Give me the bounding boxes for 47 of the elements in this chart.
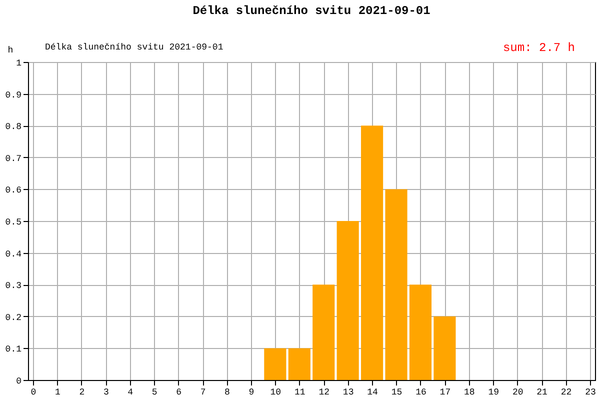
x-tick-label: 12 xyxy=(318,388,330,398)
x-tick-label: 19 xyxy=(488,388,500,398)
y-tick-label: 0.9 xyxy=(5,90,22,100)
x-tick-label: 3 xyxy=(103,388,109,398)
bar xyxy=(312,284,335,380)
x-tick-label: 11 xyxy=(294,388,306,398)
bar xyxy=(264,348,286,380)
x-tick-label: 20 xyxy=(512,388,524,398)
y-tick-label: 0.1 xyxy=(5,344,22,355)
y-tick-label: 0.3 xyxy=(5,281,22,292)
y-tick-label: 0.7 xyxy=(5,154,22,164)
x-tick-label: 1 xyxy=(55,388,60,398)
text: Délka slunečního svitu 2021-09-01 xyxy=(45,42,224,52)
y-axis-title: h xyxy=(8,46,14,56)
bar xyxy=(385,189,408,380)
chart-title: Délka slunečního svitu 2021-09-01 xyxy=(192,4,430,18)
x-tick-label: 14 xyxy=(367,388,378,398)
x-tick-label: 5 xyxy=(152,388,158,398)
x-tick-label: 0 xyxy=(30,388,36,398)
x-tick-label: 6 xyxy=(176,388,182,398)
y-tick-label: 0.6 xyxy=(5,186,22,196)
y-tick-label: 0.8 xyxy=(5,122,22,132)
y-tick-label: 0.4 xyxy=(5,249,22,260)
y-tick-label: 0.5 xyxy=(5,218,22,228)
bar xyxy=(336,221,359,380)
x-tick-label: 16 xyxy=(416,388,426,398)
bar xyxy=(409,284,432,380)
x-tick-label: 8 xyxy=(224,388,230,398)
x-tick-label: 22 xyxy=(560,388,572,398)
x-tick-label: 18 xyxy=(464,388,475,398)
x-tick-label: 9 xyxy=(248,388,254,398)
text: sum: 2.7 h xyxy=(502,41,575,55)
bar xyxy=(434,316,456,380)
x-tick-label: 10 xyxy=(270,388,282,398)
x-tick-label: 4 xyxy=(128,388,134,398)
bar xyxy=(361,126,384,380)
x-tick-label: 21 xyxy=(536,388,548,398)
y-tick-label: 0 xyxy=(16,376,22,386)
x-tick-label: 2 xyxy=(79,388,85,398)
x-tick-label: 13 xyxy=(342,388,354,398)
x-tick-label: 17 xyxy=(440,388,451,398)
x-tick-label: 7 xyxy=(200,388,206,398)
y-tick-label: 1 xyxy=(16,58,22,68)
x-tick-label: 23 xyxy=(585,388,596,398)
x-tick-label: 15 xyxy=(391,388,402,398)
y-tick-label: 0.2 xyxy=(5,312,22,323)
bar xyxy=(288,348,310,380)
